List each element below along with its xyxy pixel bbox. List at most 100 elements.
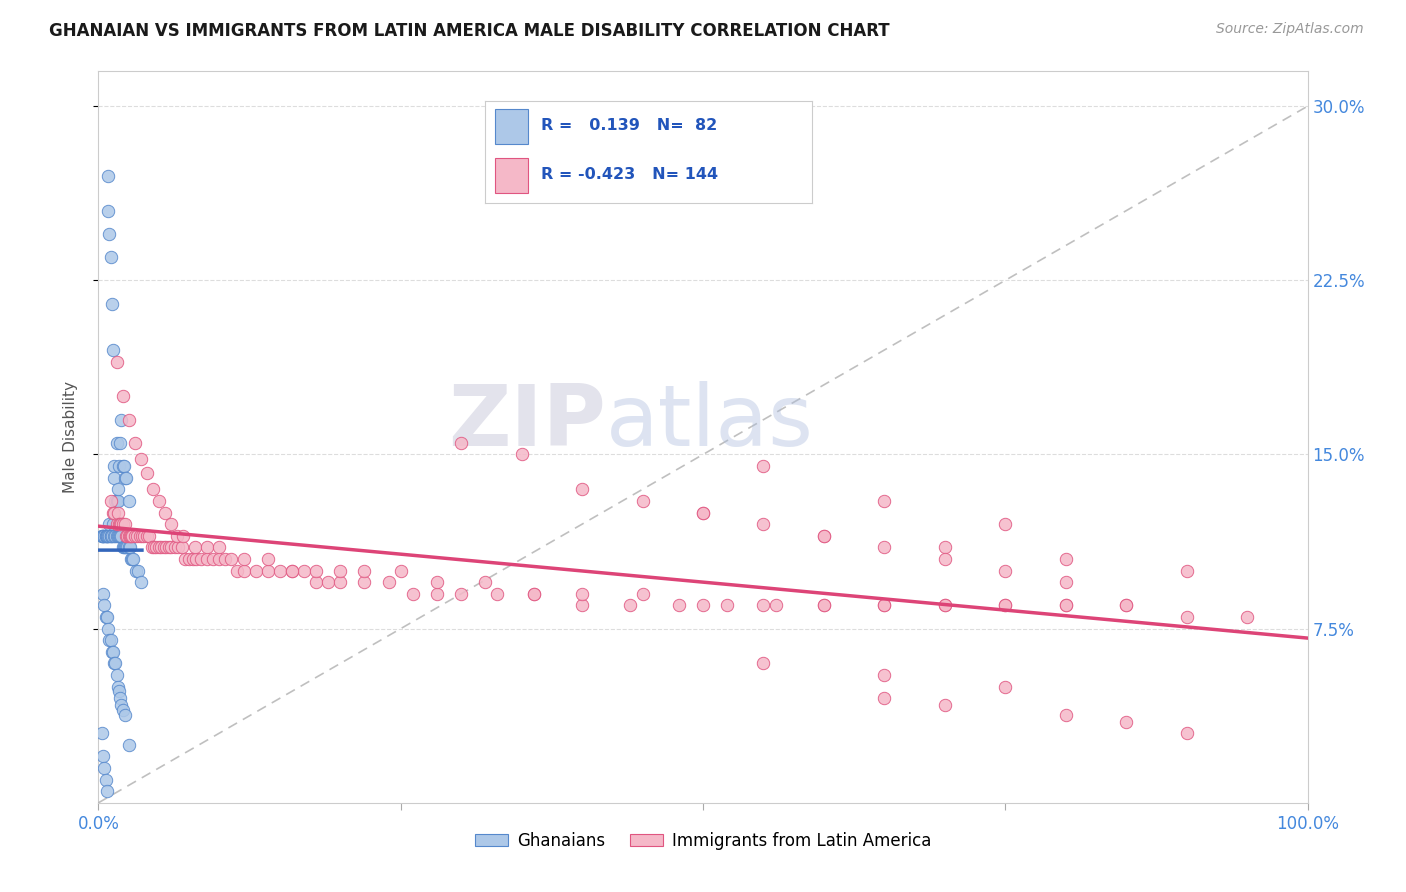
- Point: [486, 587, 509, 601]
- Point: [105, 529, 128, 543]
- Point: [716, 599, 738, 613]
- Point: [104, 529, 127, 543]
- Point: [353, 575, 375, 590]
- Point: [934, 599, 956, 613]
- Point: [1175, 726, 1198, 740]
- Point: [120, 552, 142, 566]
- Point: [214, 552, 236, 566]
- Point: [93, 529, 115, 543]
- Point: [523, 587, 546, 601]
- Point: [114, 541, 136, 555]
- Point: [292, 564, 315, 578]
- Point: [571, 587, 593, 601]
- Point: [813, 599, 835, 613]
- Point: [107, 529, 129, 543]
- Point: [115, 541, 138, 555]
- Point: [117, 541, 139, 555]
- Point: [186, 552, 208, 566]
- Point: [103, 459, 125, 474]
- Point: [1054, 707, 1077, 722]
- Point: [153, 506, 176, 520]
- Point: [118, 529, 141, 543]
- Point: [131, 529, 153, 543]
- Point: [101, 343, 124, 357]
- Point: [97, 169, 120, 183]
- Point: [118, 738, 141, 752]
- Point: [125, 564, 148, 578]
- Point: [195, 552, 218, 566]
- Point: [141, 541, 163, 555]
- Point: [112, 541, 135, 555]
- Point: [752, 459, 775, 474]
- Point: [104, 657, 127, 671]
- Point: [150, 541, 173, 555]
- Point: [523, 587, 546, 601]
- Point: [934, 552, 956, 566]
- Point: [631, 587, 654, 601]
- Point: [115, 471, 138, 485]
- Point: [118, 541, 141, 555]
- Point: [202, 552, 225, 566]
- Point: [752, 657, 775, 671]
- Point: [110, 529, 132, 543]
- Point: [148, 494, 170, 508]
- Point: [100, 529, 122, 543]
- Point: [107, 506, 129, 520]
- Point: [765, 599, 787, 613]
- Point: [112, 459, 135, 474]
- Point: [91, 529, 114, 543]
- Point: [108, 517, 131, 532]
- Point: [692, 599, 714, 613]
- Point: [752, 517, 775, 532]
- Point: [108, 684, 131, 698]
- Point: [134, 529, 156, 543]
- Point: [426, 575, 449, 590]
- Point: [111, 517, 134, 532]
- Point: [94, 610, 117, 624]
- Legend: Ghanaians, Immigrants from Latin America: Ghanaians, Immigrants from Latin America: [468, 825, 938, 856]
- Point: [571, 599, 593, 613]
- Point: [91, 529, 114, 543]
- Point: [100, 529, 122, 543]
- Point: [100, 529, 122, 543]
- Point: [94, 772, 117, 787]
- Point: [135, 466, 157, 480]
- Point: [93, 761, 115, 775]
- Point: [329, 575, 352, 590]
- Point: [114, 471, 136, 485]
- Point: [98, 517, 121, 532]
- Point: [1054, 552, 1077, 566]
- Point: [305, 575, 328, 590]
- Point: [100, 633, 122, 648]
- Point: [108, 529, 131, 543]
- Text: Source: ZipAtlas.com: Source: ZipAtlas.com: [1216, 22, 1364, 37]
- Point: [101, 506, 124, 520]
- Point: [100, 494, 122, 508]
- Point: [163, 541, 186, 555]
- Point: [994, 680, 1017, 694]
- Point: [148, 541, 170, 555]
- Point: [994, 564, 1017, 578]
- Point: [994, 599, 1017, 613]
- Point: [450, 587, 472, 601]
- Point: [100, 296, 122, 310]
- Point: [184, 541, 207, 555]
- Point: [105, 517, 128, 532]
- Point: [121, 552, 143, 566]
- Point: [281, 564, 304, 578]
- Point: [117, 529, 139, 543]
- Point: [115, 529, 138, 543]
- Point: [122, 552, 145, 566]
- Point: [160, 541, 183, 555]
- Point: [129, 452, 152, 467]
- Point: [195, 541, 218, 555]
- Point: [934, 599, 956, 613]
- Point: [281, 564, 304, 578]
- Point: [110, 698, 132, 713]
- Point: [128, 529, 150, 543]
- Point: [96, 529, 118, 543]
- Point: [813, 529, 835, 543]
- Point: [450, 436, 472, 450]
- Y-axis label: Male Disability: Male Disability: [63, 381, 77, 493]
- Point: [103, 471, 125, 485]
